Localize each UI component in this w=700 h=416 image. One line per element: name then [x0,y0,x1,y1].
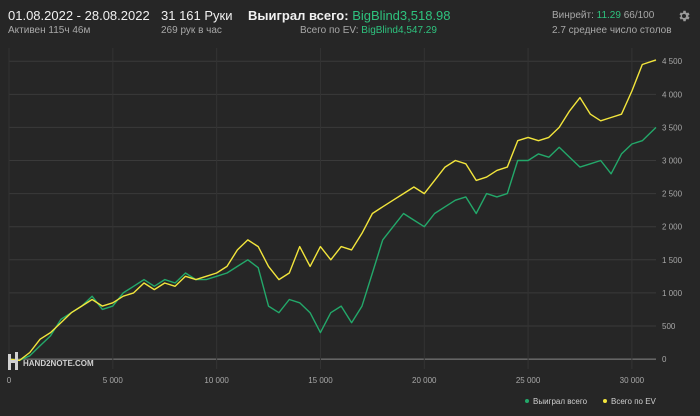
winrate-value: 11.29 [596,10,621,21]
hands-count: 31 161 Руки [161,8,233,23]
y-tick-label: 3 000 [662,157,683,166]
y-tick-label: 1 500 [662,256,683,265]
y-tick-label: 2 000 [662,223,683,232]
logo-bar-left [8,354,11,370]
hands-per-hour: 269 рук в час [161,25,222,36]
chart-legend: Выиграл всего Всего по EV [525,397,657,406]
y-tick-label: 0 [662,355,667,364]
active-time: Активен 115ч 46м [8,25,91,36]
x-tick-label: 25 000 [516,376,541,385]
chart-series [8,59,657,362]
legend-dot-won [525,399,529,403]
won-total-value: BigBlind3,518.98 [352,8,451,23]
y-tick-label: 1 000 [662,289,683,298]
ev-total-value: BigBlind4,547.29 [361,25,437,36]
watermark-logo: HAND2NOTE.COM [8,352,94,370]
logo-bar-middle [11,360,15,363]
summary-header: 01.08.2022 - 28.08.2022 Активен 115ч 46м… [0,0,700,44]
y-tick-label: 4 000 [662,90,683,99]
avg-tables: 2.7 среднее число столов [552,25,672,36]
y-tick-label: 4 500 [662,57,683,66]
series-line-ev [8,59,657,362]
winrate-label: Винрейт: [552,10,594,21]
ev-total: Всего по EV: BigBlind4,547.29 [300,25,437,36]
won-total-label: Выиграл всего: [248,8,349,23]
y-axis-ticks: 0 500 1 000 1 500 2 000 2 500 3 000 3 500 4 000 4… [662,57,683,364]
won-total: Выиграл всего: BigBlind3,518.98 [248,8,451,23]
x-axis-ticks: 0 5 000 10 000 15 000 20 000 25 000 30 000 [7,376,645,385]
x-tick-label: 5 000 [103,376,124,385]
legend-label-ev: Всего по EV [611,397,657,406]
y-tick-label: 500 [662,322,676,331]
y-tick-label: 2 500 [662,190,683,199]
x-tick-label: 20 000 [412,376,437,385]
winrate: Винрейт: 11.29 66/100 [552,10,654,21]
watermark-text: HAND2NOTE.COM [23,359,94,368]
x-tick-label: 0 [7,376,12,385]
x-tick-label: 30 000 [620,376,645,385]
legend-label-won: Выиграл всего [533,397,588,406]
y-tick-label: 3 500 [662,123,683,132]
x-tick-label: 15 000 [308,376,333,385]
gear-icon[interactable] [677,9,691,23]
ev-total-label: Всего по EV: [300,25,359,36]
x-tick-label: 10 000 [204,376,229,385]
chart-grid [8,48,656,369]
logo-bar-right [15,352,18,370]
legend-dot-ev [603,399,607,403]
series-line-won [8,126,657,362]
date-range[interactable]: 01.08.2022 - 28.08.2022 [8,8,150,23]
winrate-suffix: 66/100 [623,10,655,21]
